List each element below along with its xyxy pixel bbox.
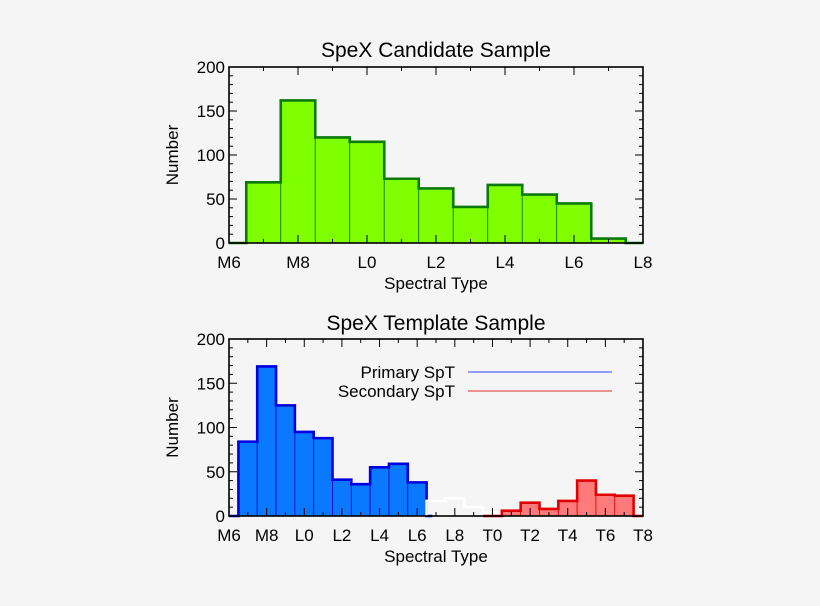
bar <box>275 404 296 517</box>
x-tick-label: T8 <box>633 526 653 545</box>
y-tick-label: 100 <box>197 146 225 165</box>
y-tick-label: 0 <box>216 507 225 526</box>
y-tick-label: 50 <box>206 190 225 209</box>
x-tick-label: L2 <box>332 526 351 545</box>
histogram-outline <box>425 497 508 518</box>
y-tick-label: 150 <box>197 102 225 121</box>
x-tick-label: L6 <box>565 253 584 272</box>
chart-panel-2: 0 50 100 150 200 M6 M8 L0 L2 L4 L6 L8 T0 T2 T4 T6 T8 SpeX… <box>163 312 653 566</box>
y-tick-label: 150 <box>197 374 225 393</box>
x-tick-label: L8 <box>445 526 464 545</box>
bar <box>418 188 454 244</box>
bar <box>487 184 523 244</box>
x-axis-label: Spectral Type <box>384 547 488 566</box>
histogram-outline <box>229 365 433 518</box>
chart-title: SpeX Template Sample <box>326 312 545 335</box>
bar <box>350 483 371 517</box>
chart-panel-1: 0 50 100 150 200 M6 M8 L0 L2 L4 L6 L8 SpeX Candidate… <box>163 39 652 293</box>
x-tick-label: L0 <box>295 526 314 545</box>
chart-title: SpeX Candidate Sample <box>321 39 551 62</box>
bar <box>294 431 315 517</box>
bar <box>521 194 558 244</box>
histogram-outline <box>483 479 643 518</box>
y-axis-label: Number <box>163 397 182 458</box>
series-series-0 <box>229 99 643 245</box>
bar <box>280 100 316 244</box>
x-tick-label: L0 <box>358 253 377 272</box>
y-tick-label: 200 <box>197 330 225 349</box>
bar <box>245 181 282 244</box>
y-axis-label: Number <box>163 124 182 185</box>
y-tick-label: 50 <box>206 463 225 482</box>
legend-label: Secondary SpT <box>338 382 455 401</box>
x-axis-label: Spectral Type <box>384 274 488 293</box>
bar <box>238 441 258 517</box>
x-tick-label: M8 <box>255 526 279 545</box>
y-tick-label: 0 <box>216 234 225 253</box>
series-series-1 <box>425 497 508 518</box>
bar <box>314 136 351 244</box>
x-tick-label: L8 <box>634 253 653 272</box>
x-tick-label: M6 <box>217 526 241 545</box>
y-tick-label: 100 <box>197 419 225 438</box>
bar <box>313 437 333 517</box>
x-tick-label: L6 <box>408 526 427 545</box>
series-secondary-spt <box>483 479 643 518</box>
x-tick-label: T4 <box>558 526 578 545</box>
bar <box>383 178 420 244</box>
y-tick-label: 200 <box>197 58 225 77</box>
bar <box>349 141 385 244</box>
x-tick-label: T6 <box>595 526 615 545</box>
histogram-outline <box>229 99 643 245</box>
bar <box>388 463 409 517</box>
x-tick-label: M6 <box>217 253 241 272</box>
legend-label: Primary SpT <box>361 363 455 382</box>
series-primary-spt <box>229 365 433 518</box>
x-tick-label: L2 <box>427 253 446 272</box>
x-tick-label: L4 <box>496 253 515 272</box>
x-tick-label: L4 <box>370 526 389 545</box>
x-tick-label: T0 <box>483 526 503 545</box>
x-tick-label: M8 <box>286 253 310 272</box>
bar <box>256 366 277 517</box>
bar <box>452 206 489 244</box>
bar <box>576 480 597 517</box>
x-tick-label: T2 <box>520 526 540 545</box>
